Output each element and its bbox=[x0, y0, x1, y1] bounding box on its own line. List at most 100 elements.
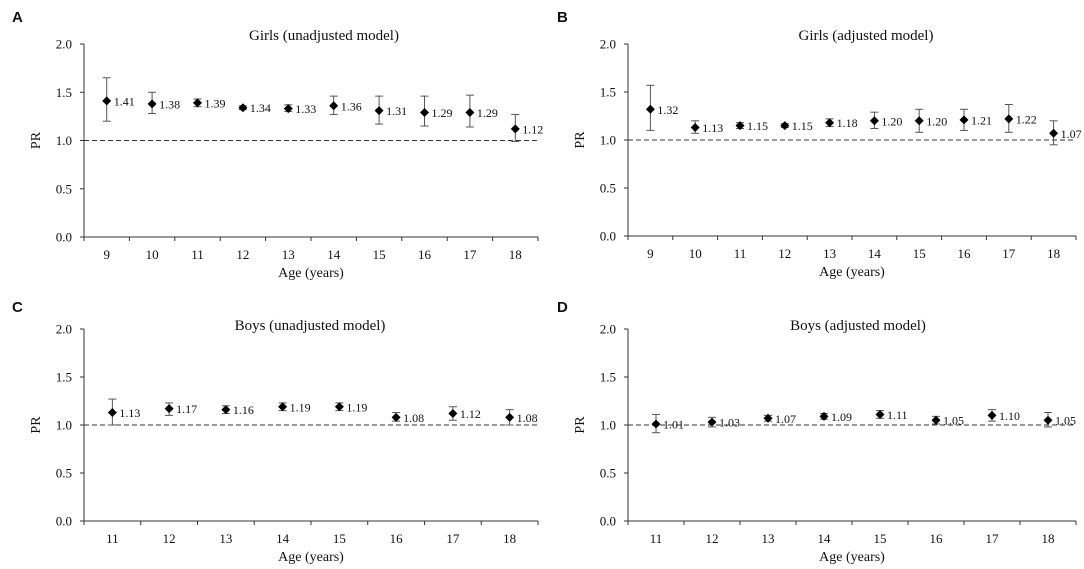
data-point bbox=[391, 412, 401, 422]
x-tick-label: 15 bbox=[333, 531, 346, 546]
data-point bbox=[278, 402, 288, 412]
panel-letter: C bbox=[12, 299, 23, 316]
data-label: 1.22 bbox=[1016, 112, 1037, 126]
data-label: 1.09 bbox=[831, 410, 852, 424]
data-label: 1.41 bbox=[114, 94, 135, 108]
y-tick-label: 1.0 bbox=[600, 133, 616, 148]
data-point bbox=[875, 409, 885, 419]
x-tick-label: 12 bbox=[236, 247, 249, 262]
data-label: 1.36 bbox=[341, 99, 362, 113]
y-tick-label: 0.5 bbox=[56, 466, 72, 481]
data-label: 1.08 bbox=[517, 411, 538, 425]
x-tick-label: 9 bbox=[647, 246, 654, 261]
x-tick-label: 16 bbox=[418, 247, 432, 262]
x-tick-label: 13 bbox=[823, 246, 836, 261]
data-point bbox=[238, 103, 248, 113]
panel-letter: B bbox=[557, 9, 568, 26]
x-tick-label: 15 bbox=[874, 531, 887, 546]
x-tick-label: 18 bbox=[509, 247, 522, 262]
chart-title: Boys (adjusted model) bbox=[790, 318, 926, 334]
data-label: 1.21 bbox=[971, 113, 992, 127]
chart-title: Girls (adjusted model) bbox=[799, 28, 934, 44]
data-point bbox=[763, 413, 773, 423]
x-tick-label: 15 bbox=[913, 246, 926, 261]
x-tick-label: 17 bbox=[463, 247, 477, 262]
data-point bbox=[735, 121, 745, 131]
data-point bbox=[914, 116, 924, 126]
panel-b: B Girls (adjusted model) 0.0 0.5 1.0 1.5 2.0 PR… bbox=[557, 9, 1082, 280]
data-point bbox=[510, 124, 520, 134]
data-label: 1.32 bbox=[657, 103, 678, 117]
y-tick-label: 2.0 bbox=[56, 322, 72, 337]
x-tick-label: 14 bbox=[327, 247, 341, 262]
y-axis-label: PR bbox=[573, 131, 588, 149]
y-tick-label: 1.5 bbox=[56, 370, 72, 385]
x-tick-label: 17 bbox=[446, 531, 460, 546]
y-tick-label: 0.5 bbox=[600, 181, 616, 196]
data-label: 1.11 bbox=[887, 408, 908, 422]
data-label: 1.18 bbox=[837, 116, 858, 130]
data-label: 1.05 bbox=[943, 414, 964, 428]
x-axis-label: Age (years) bbox=[278, 266, 344, 281]
x-tick-label: 17 bbox=[986, 531, 1000, 546]
data-label: 1.12 bbox=[522, 122, 543, 136]
data-point bbox=[1043, 415, 1053, 425]
x-tick-label: 17 bbox=[1002, 246, 1016, 261]
data-label: 1.01 bbox=[663, 418, 684, 432]
panel-letter: D bbox=[557, 299, 568, 316]
data-point bbox=[931, 415, 941, 425]
x-tick-label: 13 bbox=[219, 531, 232, 546]
data-point bbox=[193, 98, 202, 108]
y-axis-label: PR bbox=[29, 131, 44, 149]
data-point bbox=[819, 411, 829, 421]
y-tick-label: 1.5 bbox=[600, 85, 616, 100]
x-tick-label: 18 bbox=[503, 531, 516, 546]
y-axis-label: PR bbox=[573, 416, 588, 434]
data-point bbox=[869, 116, 879, 126]
data-label: 1.38 bbox=[159, 97, 180, 111]
y-tick-label: 2.0 bbox=[56, 37, 72, 52]
data-point bbox=[420, 108, 429, 118]
x-tick-label: 14 bbox=[868, 246, 882, 261]
data-point bbox=[825, 118, 835, 128]
data-label: 1.16 bbox=[233, 403, 254, 417]
data-point bbox=[707, 417, 717, 427]
x-tick-label: 14 bbox=[818, 531, 832, 546]
data-point bbox=[329, 101, 339, 111]
data-point bbox=[690, 123, 700, 133]
x-tick-label: 13 bbox=[282, 247, 295, 262]
data-point bbox=[334, 402, 344, 412]
x-tick-label: 9 bbox=[103, 247, 110, 262]
data-label: 1.07 bbox=[775, 412, 796, 426]
data-label: 1.34 bbox=[250, 101, 271, 115]
x-tick-label: 15 bbox=[373, 247, 386, 262]
data-label: 1.39 bbox=[205, 96, 226, 110]
x-tick-label: 14 bbox=[276, 531, 290, 546]
chart-title: Girls (unadjusted model) bbox=[249, 28, 399, 44]
data-label: 1.05 bbox=[1055, 414, 1076, 428]
y-tick-label: 1.0 bbox=[56, 418, 72, 433]
y-tick-label: 0.0 bbox=[600, 514, 616, 529]
data-label: 1.08 bbox=[403, 411, 424, 425]
data-point bbox=[651, 419, 661, 429]
data-label: 1.15 bbox=[747, 119, 768, 133]
y-axis-label: PR bbox=[29, 416, 44, 434]
x-tick-label: 11 bbox=[191, 247, 204, 262]
x-axis-label: Age (years) bbox=[278, 550, 344, 565]
y-tick-label: 2.0 bbox=[600, 322, 616, 337]
data-label: 1.10 bbox=[999, 409, 1020, 423]
data-point bbox=[147, 99, 157, 109]
y-tick-label: 0.0 bbox=[56, 514, 72, 529]
y-tick-label: 1.5 bbox=[56, 85, 72, 100]
x-tick-label: 16 bbox=[390, 531, 404, 546]
data-point bbox=[164, 404, 174, 414]
x-tick-label: 11 bbox=[734, 246, 747, 261]
data-label: 1.33 bbox=[295, 102, 316, 116]
data-point bbox=[959, 115, 969, 125]
x-axis-label: Age (years) bbox=[819, 550, 885, 565]
data-label: 1.15 bbox=[792, 119, 813, 133]
x-tick-label: 13 bbox=[762, 531, 775, 546]
y-tick-label: 1.5 bbox=[600, 370, 616, 385]
x-tick-label: 12 bbox=[163, 531, 176, 546]
